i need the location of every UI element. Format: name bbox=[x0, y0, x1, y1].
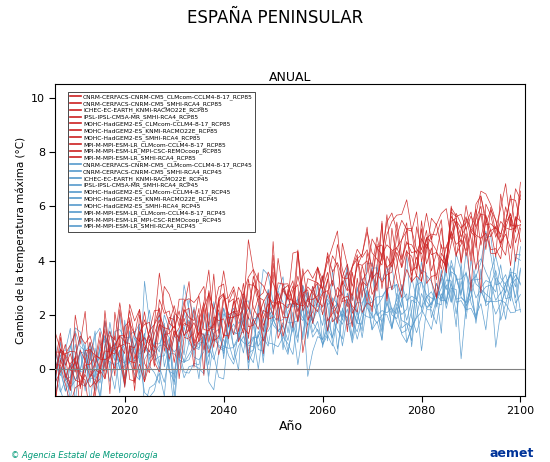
Title: ANUAL: ANUAL bbox=[269, 71, 312, 84]
Text: © Agencia Estatal de Meteorología: © Agencia Estatal de Meteorología bbox=[11, 451, 158, 460]
Legend: CNRM-CERFACS-CNRM-CM5_CLMcom-CCLM4-8-17_RCP85, CNRM-CERFACS-CNRM-CM5_SMHI-RCA4_R: CNRM-CERFACS-CNRM-CM5_CLMcom-CCLM4-8-17_… bbox=[68, 91, 255, 232]
Text: ESPAÑA PENINSULAR: ESPAÑA PENINSULAR bbox=[187, 9, 363, 27]
Y-axis label: Cambio de la temperatura máxima (°C): Cambio de la temperatura máxima (°C) bbox=[15, 137, 25, 344]
Text: aemet: aemet bbox=[489, 447, 534, 460]
X-axis label: Año: Año bbox=[278, 420, 303, 433]
